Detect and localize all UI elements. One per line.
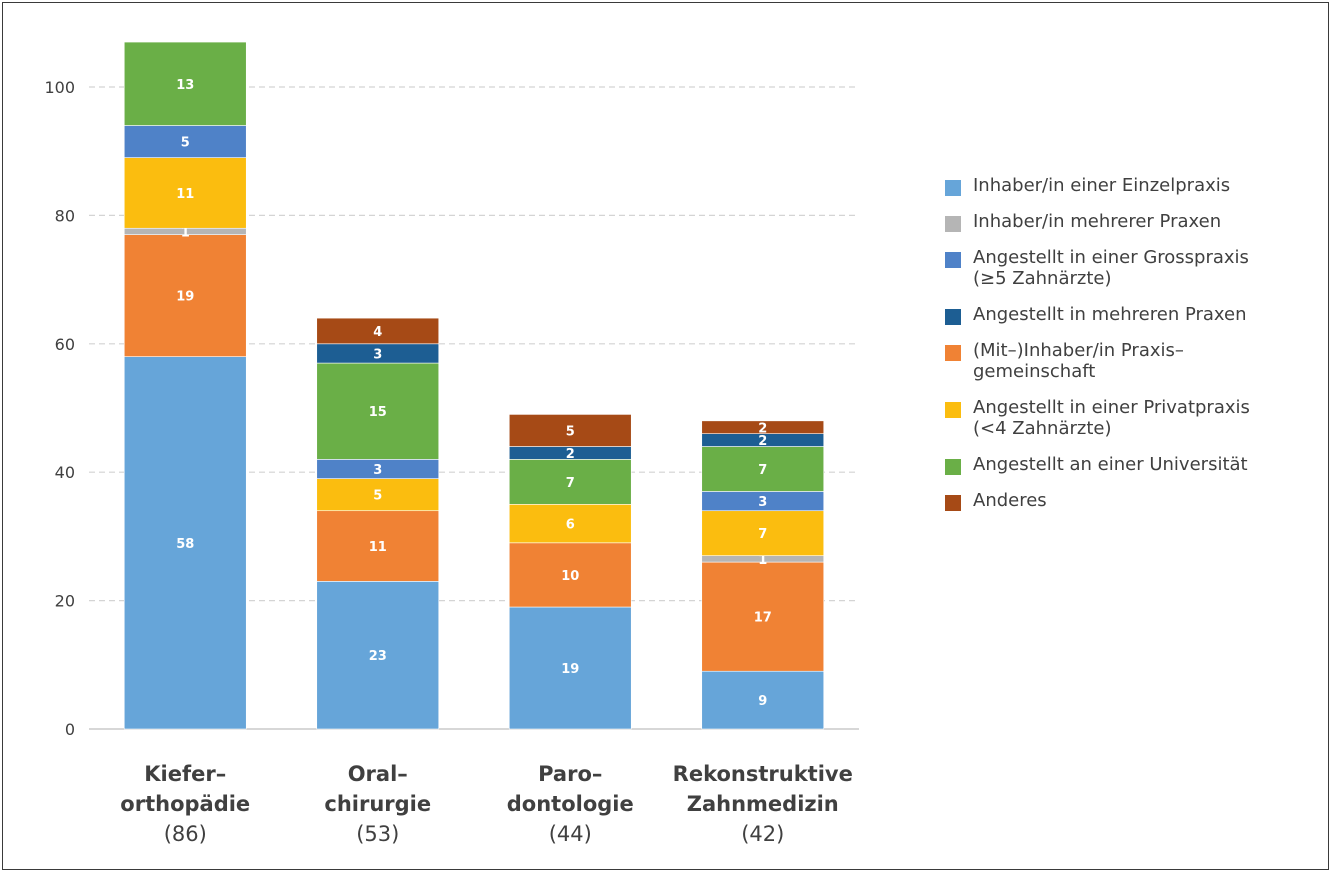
y-axis: 0 20 40 60 80 100 xyxy=(44,78,75,739)
legend-swatch xyxy=(945,459,961,475)
x-tick-label: Paro– xyxy=(538,762,602,786)
x-tick-count: (86) xyxy=(164,822,207,846)
bar-segment xyxy=(508,503,632,544)
legend-item: (Mit–)Inhaber/in Praxis– gemeinschaft xyxy=(945,340,1325,382)
legend-item: Angestellt in einer Grosspraxis (≥5 Zahn… xyxy=(945,247,1325,289)
data-label: 1 xyxy=(758,553,767,568)
bar-segment xyxy=(701,420,825,434)
bar-segment xyxy=(123,356,247,730)
data-label: 3 xyxy=(373,463,382,478)
data-label: 13 xyxy=(176,78,194,93)
legend-label: Anderes xyxy=(973,490,1047,511)
x-tick-label: Rekonstruktive xyxy=(673,762,853,786)
data-label: 15 xyxy=(369,405,387,420)
x-tick-count: (44) xyxy=(549,822,592,846)
y-tick-label: 60 xyxy=(55,335,75,354)
legend-label: Angestellt in einer Privatpraxis (<4 Zah… xyxy=(973,397,1250,439)
y-tick-label: 80 xyxy=(55,206,75,225)
legend-label: (Mit–)Inhaber/in Praxis– gemeinschaft xyxy=(973,340,1184,382)
data-label: 5 xyxy=(566,424,575,439)
x-tick-label: Zahnmedizin xyxy=(687,792,839,816)
data-label: 58 xyxy=(176,537,194,552)
legend-item: Inhaber/in mehrerer Praxen xyxy=(945,211,1325,232)
legend-label: Inhaber/in mehrerer Praxen xyxy=(973,211,1222,232)
legend-swatch xyxy=(945,216,961,232)
x-tick-label: orthopädie xyxy=(120,792,250,816)
data-label: 23 xyxy=(369,649,387,664)
y-tick-label: 40 xyxy=(55,463,75,482)
bar-segment xyxy=(508,414,632,447)
bar-segment xyxy=(316,317,440,345)
data-label: 7 xyxy=(758,463,767,478)
data-label: 10 xyxy=(561,569,579,584)
bar-segment xyxy=(316,581,440,730)
legend-swatch xyxy=(945,495,961,511)
bar-segment xyxy=(316,510,440,582)
bar-segment xyxy=(701,561,825,672)
data-label: 2 xyxy=(566,447,575,462)
x-tick-label: Kiefer– xyxy=(144,762,226,786)
legend-item: Inhaber/in einer Einzelpraxis xyxy=(945,175,1325,196)
data-label: 7 xyxy=(758,527,767,542)
data-label: 2 xyxy=(758,434,767,449)
bar-segment xyxy=(316,478,440,512)
data-label: 6 xyxy=(566,518,575,533)
data-label: 1 xyxy=(181,225,190,240)
bar-segment xyxy=(123,125,247,158)
data-label: 9 xyxy=(758,694,767,709)
bar-segment xyxy=(508,606,632,730)
data-label: 2 xyxy=(758,421,767,436)
data-label: 17 xyxy=(754,611,772,626)
legend-swatch xyxy=(945,402,961,418)
data-label: 3 xyxy=(758,495,767,510)
y-tick-label: 0 xyxy=(65,720,75,739)
y-tick-label: 100 xyxy=(44,78,75,97)
legend-swatch xyxy=(945,345,961,361)
y-tick-label: 20 xyxy=(55,592,75,611)
legend-swatch xyxy=(945,180,961,196)
legend-label: Angestellt in mehreren Praxen xyxy=(973,304,1247,325)
data-label: 7 xyxy=(566,476,575,491)
bar-segment xyxy=(123,157,247,229)
legend-swatch xyxy=(945,309,961,325)
x-tick-label: dontologie xyxy=(507,792,634,816)
legend-item: Angestellt in einer Privatpraxis (<4 Zah… xyxy=(945,397,1325,439)
bar-segment xyxy=(316,362,440,460)
legend-item: Angestellt an einer Universität xyxy=(945,454,1325,475)
data-label: 19 xyxy=(176,290,194,305)
x-tick-label: Oral– xyxy=(348,762,408,786)
bar-segment xyxy=(123,41,247,126)
legend-label: Inhaber/in einer Einzelpraxis xyxy=(973,175,1231,196)
legend-label: Angestellt in einer Grosspraxis (≥5 Zahn… xyxy=(973,247,1249,289)
x-tick-label: chirurgie xyxy=(324,792,431,816)
legend-item: Angestellt in mehreren Praxen xyxy=(945,304,1325,325)
legend-item: Anderes xyxy=(945,490,1325,511)
legend-label: Angestellt an einer Universität xyxy=(973,454,1248,475)
data-label: 11 xyxy=(176,187,194,202)
bar-segment xyxy=(701,670,825,730)
data-label: 19 xyxy=(561,662,579,677)
bar-segment xyxy=(508,459,632,505)
data-label: 5 xyxy=(373,489,382,504)
x-tick-count: (53) xyxy=(356,822,399,846)
x-axis: Kiefer– orthopädie (86) Oral– chirurgie (53) P… xyxy=(120,762,853,846)
data-label: 11 xyxy=(369,540,387,555)
x-tick-count: (42) xyxy=(741,822,784,846)
data-label: 5 xyxy=(181,136,190,151)
legend-swatch xyxy=(945,252,961,268)
data-label: 4 xyxy=(373,325,382,340)
data-label: 3 xyxy=(373,347,382,362)
legend: Inhaber/in einer Einzelpraxis Inhaber/in … xyxy=(945,175,1325,526)
